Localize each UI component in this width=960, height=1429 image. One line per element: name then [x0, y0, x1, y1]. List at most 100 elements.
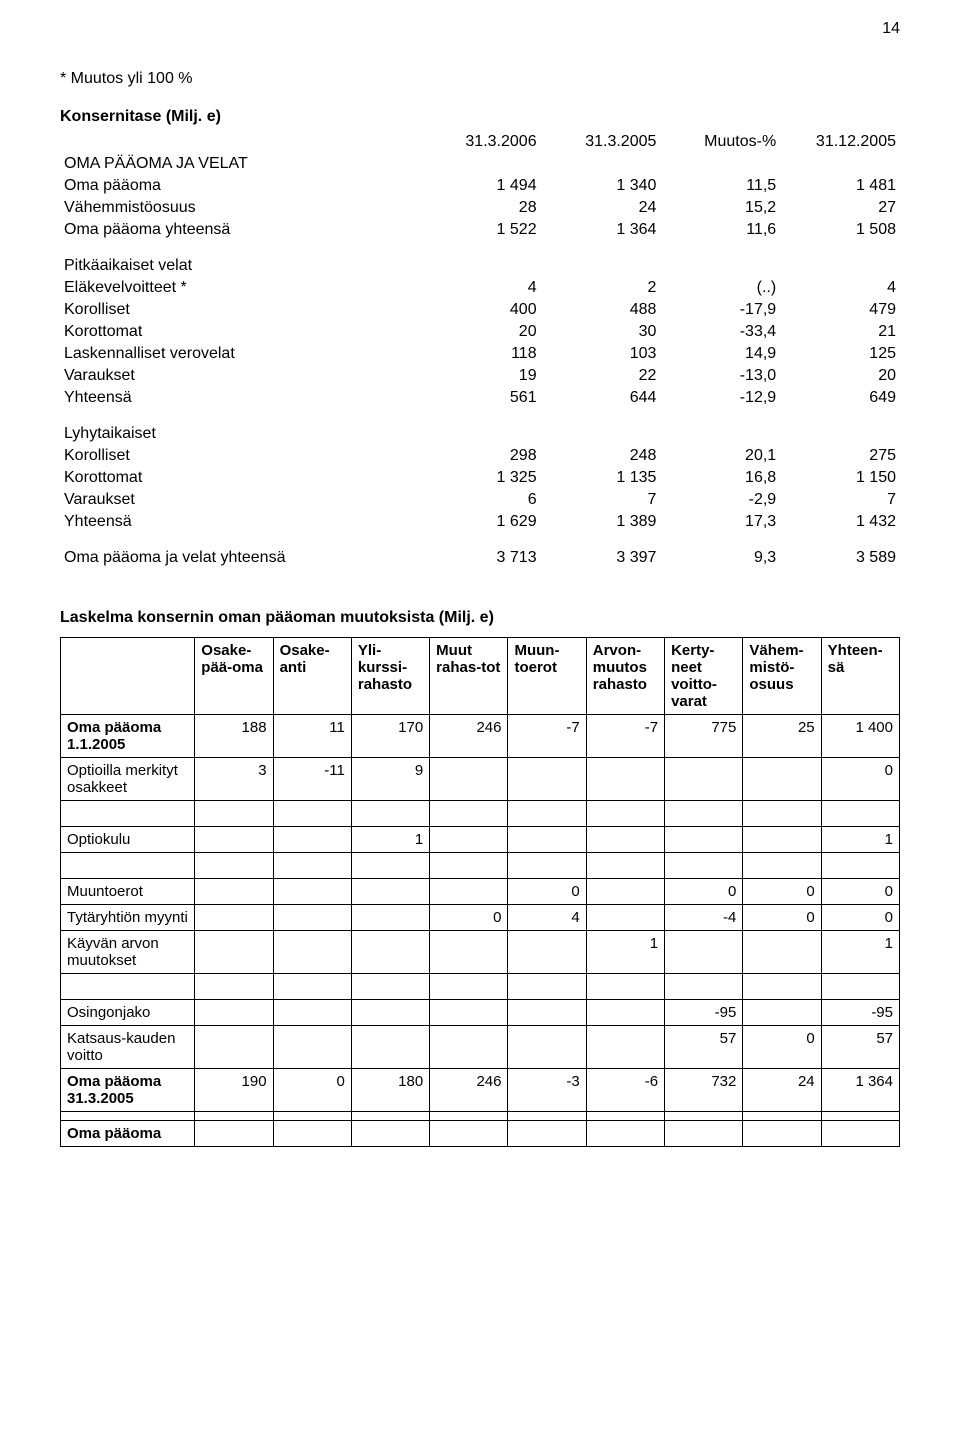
fin-cell: 24 [541, 197, 661, 219]
fin-row-label: Korolliset [60, 445, 421, 467]
fin-table: 31.3.2006 31.3.2005 Muutos-% 31.12.2005 … [60, 131, 900, 569]
fin-row-label: Laskennalliset verovelat [60, 343, 421, 365]
fin-row-label: Pitkäaikaiset velat [60, 255, 421, 277]
matrix-cell: 1 364 [821, 1069, 899, 1112]
footnote: * Muutos yli 100 % [60, 70, 900, 88]
matrix-cell [508, 758, 586, 801]
matrix-col-3: Yli-kurssi-rahasto [351, 638, 429, 715]
page-number: 14 [882, 20, 900, 38]
table-row: Korottomat2030-33,421 [60, 321, 900, 343]
spacer-row [61, 853, 900, 879]
table-row: Vähemmistöosuus282415,227 [60, 197, 900, 219]
matrix-row-label: Oma pääoma [61, 1121, 195, 1147]
matrix-cell [586, 1000, 664, 1026]
fin-cell: 298 [421, 445, 541, 467]
matrix-cell [195, 974, 273, 1000]
matrix-cell: 0 [508, 879, 586, 905]
fin-row-label: Vähemmistöosuus [60, 197, 421, 219]
fin-cell: 16,8 [660, 467, 780, 489]
matrix-cell [61, 801, 195, 827]
matrix-cell [273, 853, 351, 879]
matrix-cell [586, 853, 664, 879]
matrix-cell [586, 1121, 664, 1147]
fin-cell [541, 423, 661, 445]
spacer-row [60, 241, 900, 255]
matrix-cell [586, 1026, 664, 1069]
fin-cell: -12,9 [660, 387, 780, 409]
matrix-cell: 0 [743, 879, 821, 905]
matrix-col-2: Osake-anti [273, 638, 351, 715]
matrix-cell: 4 [508, 905, 586, 931]
fin-cell: 118 [421, 343, 541, 365]
matrix-row-label: Tytäryhtiön myynti [61, 905, 195, 931]
fin-cell: 400 [421, 299, 541, 321]
fin-col-1: 31.3.2005 [541, 131, 661, 153]
fin-col-2: Muutos-% [660, 131, 780, 153]
matrix-cell [351, 853, 429, 879]
fin-cell: 22 [541, 365, 661, 387]
page: 14 * Muutos yli 100 % Konsernitase (Milj… [0, 0, 960, 1429]
matrix-cell [586, 1112, 664, 1121]
fin-row-label: Yhteensä [60, 387, 421, 409]
matrix-cell: -95 [821, 1000, 899, 1026]
fin-cell [541, 153, 661, 175]
table-row: Oma pääoma [61, 1121, 900, 1147]
matrix-cell [195, 931, 273, 974]
fin-cell: 1 389 [541, 511, 661, 533]
table-row: Katsaus-kauden voitto57057 [61, 1026, 900, 1069]
matrix-col-1: Osake-pää-oma [195, 638, 273, 715]
matrix-cell [508, 1112, 586, 1121]
matrix-cell [821, 1112, 899, 1121]
matrix-cell: -7 [586, 715, 664, 758]
matrix-cell [665, 931, 743, 974]
fin-cell: 11,5 [660, 175, 780, 197]
matrix-col-label [61, 638, 195, 715]
fin-cell: 488 [541, 299, 661, 321]
fin-cell: 6 [421, 489, 541, 511]
table-row: Varaukset67-2,97 [60, 489, 900, 511]
table-row: Oma pääoma 1.1.200518811170246-7-7775251… [61, 715, 900, 758]
matrix-cell [273, 801, 351, 827]
matrix-cell: 0 [821, 879, 899, 905]
matrix-cell [665, 827, 743, 853]
matrix-cell [821, 1121, 899, 1147]
fin-row-label: Korolliset [60, 299, 421, 321]
fin-cell [780, 153, 900, 175]
matrix-row-label: Katsaus-kauden voitto [61, 1026, 195, 1069]
fin-cell: 1 340 [541, 175, 661, 197]
matrix-cell [273, 974, 351, 1000]
matrix-cell [430, 1000, 508, 1026]
matrix-cell: -3 [508, 1069, 586, 1112]
matrix-cell [195, 879, 273, 905]
fin-cell: 1 522 [421, 219, 541, 241]
matrix-cell [195, 1112, 273, 1121]
fin-cell: 1 364 [541, 219, 661, 241]
matrix-cell [586, 758, 664, 801]
matrix-cell [508, 827, 586, 853]
matrix-cell [351, 1112, 429, 1121]
table-row: Yhteensä1 6291 38917,31 432 [60, 511, 900, 533]
matrix-cell [665, 853, 743, 879]
matrix-row-label [61, 1112, 195, 1121]
fin-cell: 28 [421, 197, 541, 219]
fin-cell: 20 [780, 365, 900, 387]
fin-cell: 649 [780, 387, 900, 409]
matrix-col-6: Arvon-muutos rahasto [586, 638, 664, 715]
matrix-cell [743, 1112, 821, 1121]
table-row: Eläkevelvoitteet *42(..)4 [60, 277, 900, 299]
table-row: Laskennalliset verovelat11810314,9125 [60, 343, 900, 365]
matrix-title: Laskelma konsernin oman pääoman muutoksi… [60, 609, 900, 627]
matrix-cell: 9 [351, 758, 429, 801]
fin-row-label: OMA PÄÄOMA JA VELAT [60, 153, 421, 175]
matrix-cell [508, 931, 586, 974]
matrix-cell: 0 [743, 905, 821, 931]
matrix-cell [665, 1121, 743, 1147]
matrix-cell [273, 1121, 351, 1147]
table-row: Oma pääoma ja velat yhteensä3 7133 3979,… [60, 547, 900, 569]
matrix-header-row: Osake-pää-omaOsake-antiYli-kurssi-rahast… [61, 638, 900, 715]
fin-cell: 1 508 [780, 219, 900, 241]
matrix-row-label: Muuntoerot [61, 879, 195, 905]
matrix-cell [430, 931, 508, 974]
table-row: Oma pääoma1 4941 34011,51 481 [60, 175, 900, 197]
table-row: Pitkäaikaiset velat [60, 255, 900, 277]
